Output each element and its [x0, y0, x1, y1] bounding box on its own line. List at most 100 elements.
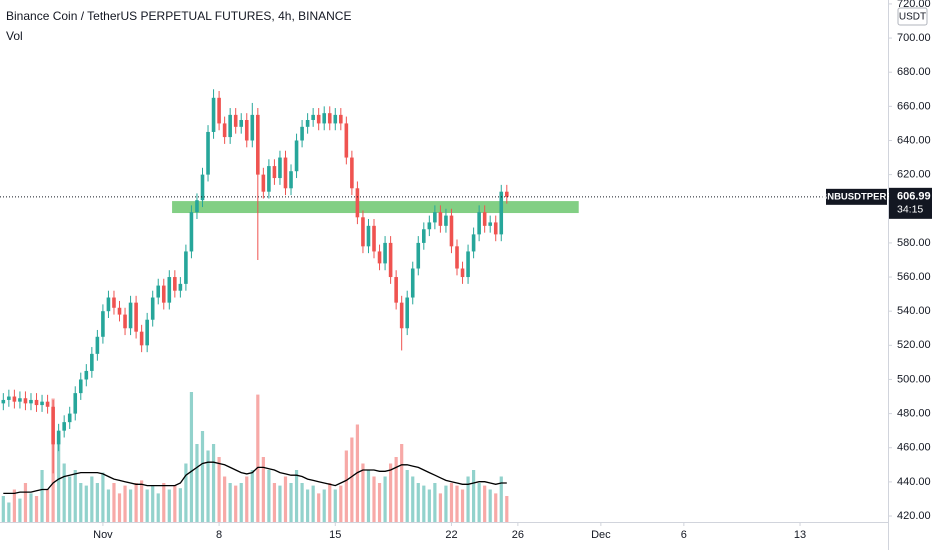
volume-bar — [261, 457, 265, 522]
candle-body — [161, 285, 166, 303]
y-tick-label: 700.00 — [897, 32, 931, 44]
candle-body — [427, 222, 432, 230]
volume-bar — [34, 496, 39, 522]
y-tick-label: 620.00 — [897, 169, 931, 181]
candle-body — [112, 297, 116, 308]
volume-bar — [322, 489, 326, 522]
volume-bar — [472, 470, 476, 522]
y-tick-label: 720.00 — [897, 0, 931, 10]
candle-body — [101, 311, 105, 337]
y-tick-label: 540.00 — [897, 305, 931, 317]
volume-bar — [95, 483, 99, 522]
volume-bar — [23, 483, 28, 522]
candle-body — [377, 251, 382, 264]
candle-body — [366, 225, 371, 247]
y-tick-label: 660.00 — [897, 100, 931, 112]
candle-body — [62, 422, 66, 431]
candle-body — [383, 242, 387, 264]
candle-body — [416, 242, 421, 269]
plot-area — [1, 89, 579, 522]
y-tick-label: 580.00 — [897, 237, 931, 249]
candle-body — [405, 297, 410, 329]
candle-body — [29, 399, 33, 404]
volume-bar — [106, 489, 111, 522]
candle-body — [139, 331, 144, 346]
volume-bar — [151, 485, 155, 522]
candle-body — [7, 396, 11, 400]
candle-body — [339, 114, 343, 124]
candle-body — [178, 283, 183, 291]
candle-body — [305, 120, 310, 127]
volume-bar — [256, 394, 260, 522]
candle-body — [184, 251, 188, 284]
candle-body — [504, 191, 509, 197]
volume-bar — [101, 472, 105, 522]
candle-body — [73, 393, 78, 414]
volume-bar — [477, 483, 481, 522]
candle-body — [1, 399, 6, 404]
candle-body — [294, 140, 299, 172]
candle-body — [261, 174, 266, 192]
x-tick-label: Dec — [591, 529, 611, 541]
x-tick-label: 13 — [794, 529, 806, 541]
candle-body — [239, 120, 244, 127]
volume-bar — [128, 489, 133, 522]
volume-bar — [12, 489, 16, 522]
volume-bar — [1, 496, 5, 522]
candle-body — [200, 174, 205, 201]
candle-body — [300, 126, 304, 141]
volume-bar — [400, 444, 404, 522]
volume-bar — [394, 457, 398, 522]
volume-bar — [234, 485, 238, 522]
candle-body — [399, 302, 404, 329]
candle-body — [333, 114, 338, 124]
candle-body — [499, 191, 504, 235]
candle-body — [477, 212, 481, 235]
candle-body — [222, 123, 227, 138]
symbol-label: BNBUSDTPERP — [820, 191, 893, 202]
candle-body — [217, 97, 221, 124]
volume-bar — [228, 483, 232, 522]
volume-bar — [405, 470, 409, 522]
volume-ma-line — [3, 461, 507, 495]
volume-bar — [184, 463, 188, 522]
candle-body — [173, 277, 177, 291]
volume-bar — [333, 489, 337, 522]
candle-body — [355, 188, 360, 218]
volume-bar — [211, 444, 216, 522]
volume-bar — [29, 493, 33, 522]
candle-body — [455, 246, 459, 269]
volume-bar — [189, 392, 194, 522]
volume-bar — [339, 485, 343, 522]
candle-body — [311, 114, 315, 121]
volume-bar — [499, 476, 503, 522]
y-tick-label: 480.00 — [897, 408, 931, 420]
candle-body — [460, 268, 465, 278]
candle-body — [123, 314, 127, 329]
candle-body — [195, 200, 199, 213]
candle-body — [106, 297, 111, 312]
volume-bar — [455, 485, 459, 522]
volume-bar — [84, 485, 88, 522]
volume-bar — [206, 450, 210, 522]
volume-bar — [250, 470, 254, 522]
candle-body — [34, 399, 39, 406]
volume-bar — [173, 485, 177, 522]
candle-body — [433, 212, 437, 223]
chart-title: Binance Coin / TetherUS PERPETUAL FUTURE… — [6, 9, 351, 23]
candle-body — [493, 222, 498, 235]
volume-bar — [239, 483, 243, 522]
candle-body — [327, 113, 332, 124]
candle-body — [189, 212, 194, 252]
y-tick-label: 520.00 — [897, 339, 931, 351]
volume-bar — [267, 470, 271, 522]
candle-body — [283, 157, 288, 189]
volume-bar — [389, 463, 393, 522]
candle-body — [438, 212, 443, 226]
volume-bar — [433, 483, 437, 522]
candle-body — [117, 307, 122, 315]
candle-body — [18, 398, 22, 402]
